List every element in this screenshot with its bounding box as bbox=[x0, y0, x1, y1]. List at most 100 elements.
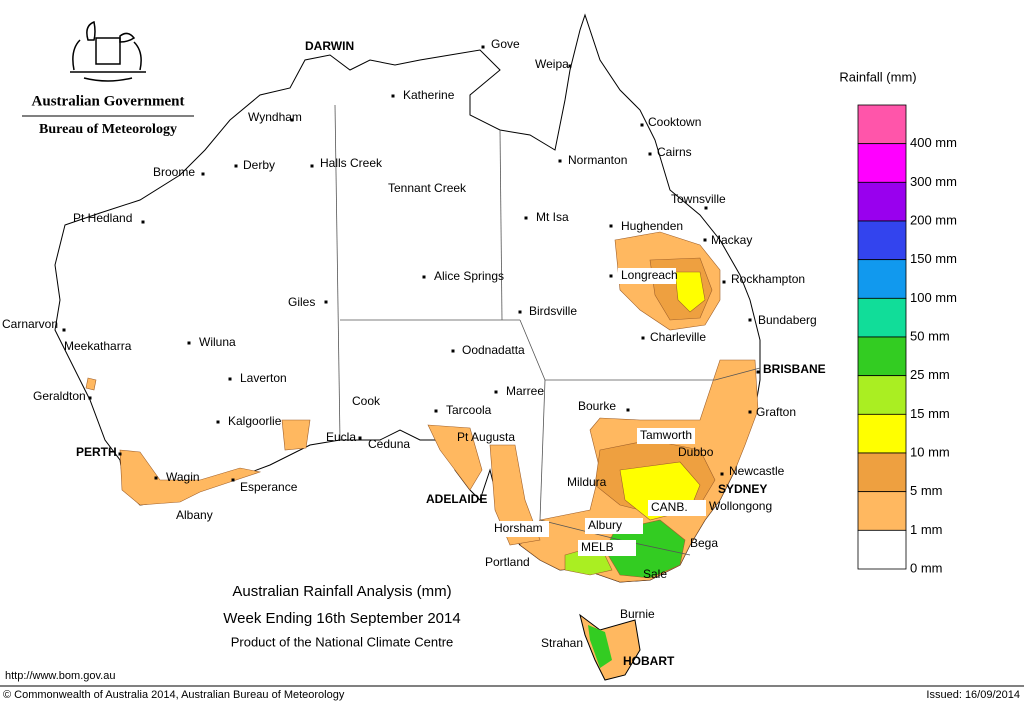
place-label: Wyndham bbox=[248, 110, 302, 124]
rain-areas bbox=[85, 231, 759, 583]
town-dot bbox=[704, 206, 708, 210]
url: http://www.bom.gov.au bbox=[5, 670, 115, 682]
place-label: Tamworth bbox=[640, 428, 692, 442]
place-label: Albury bbox=[588, 518, 622, 532]
town-dot bbox=[231, 478, 235, 482]
town-dot bbox=[626, 408, 630, 412]
legend-swatch bbox=[857, 143, 907, 183]
legend-label: 100 mm bbox=[910, 290, 957, 305]
place-label: BRISBANE bbox=[763, 362, 826, 376]
copyright: © Commonwealth of Australia 2014, Austra… bbox=[3, 689, 345, 701]
title-2: Week Ending 16th September 2014 bbox=[223, 610, 460, 627]
town-dot bbox=[154, 476, 158, 480]
legend-label: 0 mm bbox=[910, 560, 943, 575]
legend-swatch bbox=[857, 413, 907, 454]
legend-swatch bbox=[857, 297, 907, 338]
legend-label: 400 mm bbox=[910, 135, 957, 150]
place-label: Dubbo bbox=[678, 445, 714, 459]
town-dot bbox=[609, 224, 613, 228]
place-label: Weipa bbox=[535, 57, 569, 71]
town-dot bbox=[422, 275, 426, 279]
place-label: Pt Augusta bbox=[457, 430, 515, 444]
legend-label: 300 mm bbox=[910, 174, 957, 189]
label-box bbox=[491, 521, 549, 537]
place-label: Tarcoola bbox=[446, 403, 492, 417]
legend-swatch bbox=[857, 181, 907, 222]
place-label: Charleville bbox=[650, 330, 706, 344]
town-dot bbox=[358, 436, 362, 440]
legend-swatch bbox=[857, 529, 907, 570]
town-dot bbox=[756, 370, 760, 374]
place-label: Rockhampton bbox=[731, 272, 805, 286]
tasmania bbox=[579, 613, 641, 681]
place-label: HOBART bbox=[623, 654, 675, 668]
place-label: Grafton bbox=[756, 405, 796, 419]
place-label: Mildura bbox=[567, 475, 607, 489]
town-dot bbox=[640, 123, 644, 127]
place-label: Pt Hedland bbox=[73, 211, 132, 225]
legend-label: 150 mm bbox=[910, 251, 957, 266]
legend-label: 15 mm bbox=[910, 406, 950, 421]
town-dot bbox=[609, 274, 613, 278]
town-dot bbox=[720, 472, 724, 476]
place-label: Burnie bbox=[620, 607, 655, 621]
place-label: MELB bbox=[581, 540, 614, 554]
label-box bbox=[618, 268, 676, 284]
bureau: Bureau of Meteorology bbox=[39, 122, 177, 137]
label-box bbox=[578, 540, 636, 556]
place-label: Townsville bbox=[671, 192, 726, 206]
town-dot bbox=[518, 310, 522, 314]
place-label: Laverton bbox=[240, 371, 287, 385]
label-box bbox=[648, 500, 706, 516]
town-dot bbox=[722, 280, 726, 284]
town-dot bbox=[187, 341, 191, 345]
town-dot bbox=[62, 328, 66, 332]
place-label: Wollongong bbox=[709, 499, 772, 513]
place-label: Horsham bbox=[494, 521, 543, 535]
place-label: CANB. bbox=[651, 500, 688, 514]
town-dot bbox=[494, 390, 498, 394]
place-label: Newcastle bbox=[729, 464, 785, 478]
place-label: ADELAIDE bbox=[426, 492, 487, 506]
legend-label: 1 mm bbox=[910, 522, 943, 537]
legend-swatch bbox=[857, 336, 907, 377]
legend-label: 10 mm bbox=[910, 444, 950, 459]
place-label: Broome bbox=[153, 165, 195, 179]
place-label: Birdsville bbox=[529, 304, 577, 318]
place-label: Mackay bbox=[711, 233, 752, 247]
legend-swatch bbox=[857, 491, 907, 531]
town-dot bbox=[451, 349, 455, 353]
place-label: DARWIN bbox=[305, 39, 354, 53]
legend-label: 25 mm bbox=[910, 367, 950, 382]
place-label: Geraldton bbox=[33, 389, 86, 403]
legend-label: 200 mm bbox=[910, 212, 957, 227]
coat-of-arms bbox=[70, 20, 146, 82]
place-label: Tennant Creek bbox=[388, 181, 467, 195]
place-label: Strahan bbox=[541, 636, 583, 650]
place-label: Wagin bbox=[166, 470, 200, 484]
town-dot bbox=[324, 300, 328, 304]
place-label: Meekatharra bbox=[64, 339, 132, 353]
town-dot bbox=[310, 164, 314, 168]
place-label: PERTH bbox=[76, 445, 117, 459]
legend-swatch bbox=[857, 259, 907, 299]
place-label: Cook bbox=[352, 394, 381, 408]
label-box bbox=[585, 518, 643, 534]
place-label: Gove bbox=[491, 37, 520, 51]
legend-swatch bbox=[857, 220, 907, 261]
place-label: Wiluna bbox=[199, 335, 236, 349]
place-label: Bourke bbox=[578, 399, 616, 413]
place-label: Mt Isa bbox=[536, 210, 569, 224]
town-dot bbox=[558, 159, 562, 163]
town-dot bbox=[748, 410, 752, 414]
town-dot bbox=[216, 420, 220, 424]
town-dot bbox=[141, 220, 145, 224]
place-label: Longreach bbox=[621, 268, 678, 282]
place-label: Alice Springs bbox=[434, 269, 504, 283]
place-label: Kalgoorlie bbox=[228, 414, 282, 428]
town-dot bbox=[641, 336, 645, 340]
town-dot bbox=[481, 45, 485, 49]
town-dot bbox=[648, 152, 652, 156]
state-borders bbox=[334, 104, 761, 556]
town-dot bbox=[118, 452, 122, 456]
